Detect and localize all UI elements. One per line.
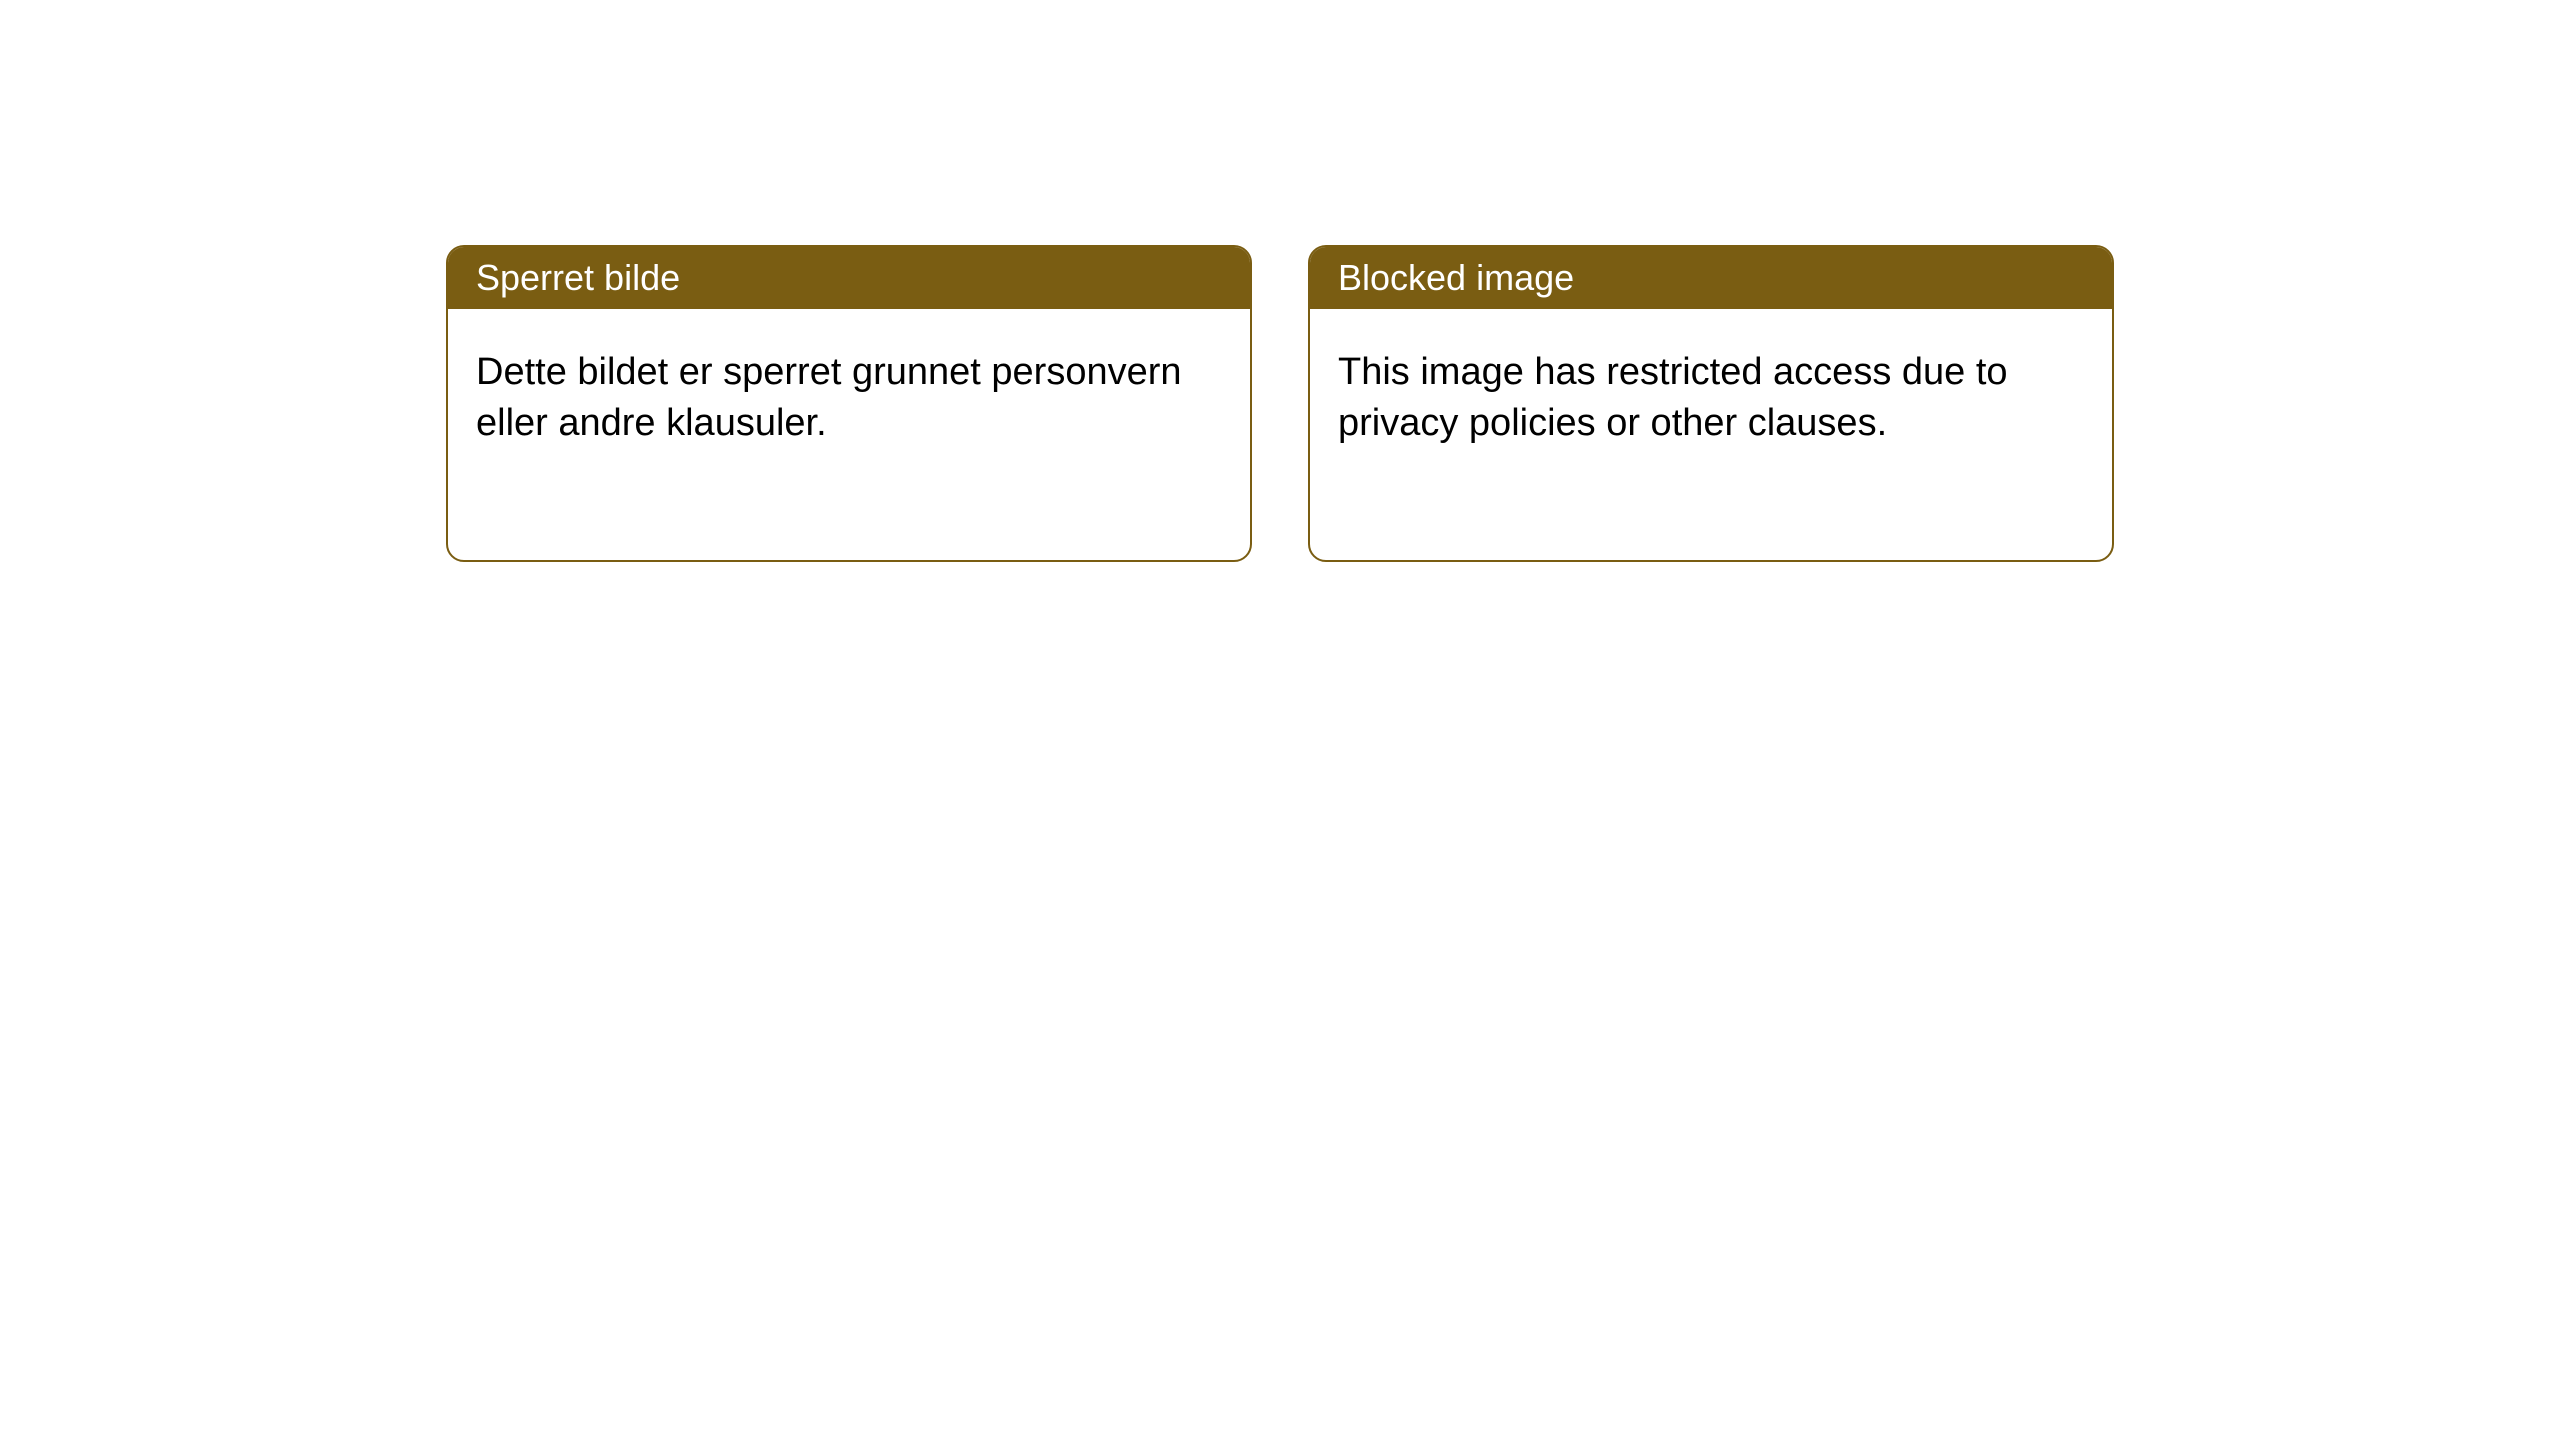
card-body-text: This image has restricted access due to … (1338, 351, 2008, 444)
card-title: Sperret bilde (476, 257, 680, 298)
card-header: Blocked image (1310, 247, 2112, 309)
card-header: Sperret bilde (448, 247, 1250, 309)
card-body: Dette bildet er sperret grunnet personve… (448, 309, 1250, 560)
notice-card-norwegian: Sperret bilde Dette bildet er sperret gr… (446, 245, 1252, 562)
card-body-text: Dette bildet er sperret grunnet personve… (476, 351, 1182, 444)
notice-card-english: Blocked image This image has restricted … (1308, 245, 2114, 562)
card-body: This image has restricted access due to … (1310, 309, 2112, 560)
notice-cards-row: Sperret bilde Dette bildet er sperret gr… (446, 245, 2114, 562)
card-title: Blocked image (1338, 257, 1574, 298)
